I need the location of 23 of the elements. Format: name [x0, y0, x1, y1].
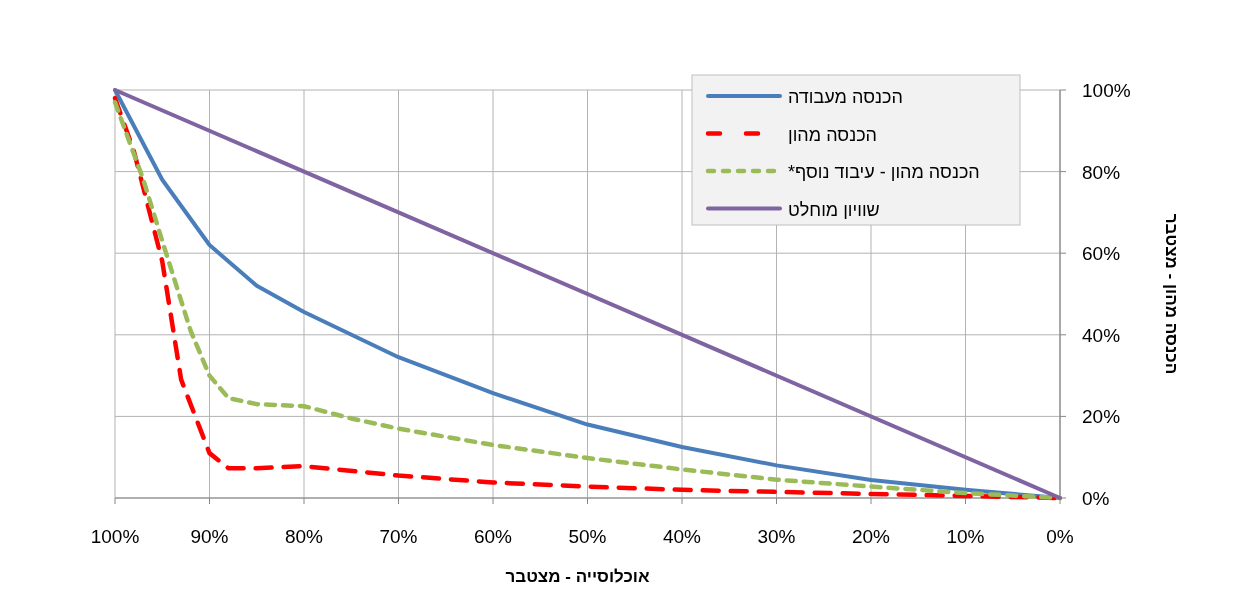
x-tick-label: 40%: [662, 526, 702, 547]
y-tick-label: 40%: [1082, 324, 1121, 346]
y-tick-label: 20%: [1082, 406, 1121, 428]
y-tick-label: 0%: [1082, 488, 1110, 509]
y-tick-label: 60%: [1082, 243, 1121, 265]
legend-label: הכנסה מהון - עיבוד נוסף*: [788, 162, 980, 182]
x-tick-label: 100%: [90, 526, 140, 547]
x-tick-label: 0%: [1046, 526, 1074, 547]
x-tick-label: 30%: [757, 526, 796, 547]
x-tick-label: 20%: [851, 526, 891, 547]
x-tick-label: 90%: [190, 526, 229, 547]
x-tick-label: 50%: [568, 526, 607, 547]
x-tick-label: 80%: [284, 526, 324, 547]
x-tick-label: 70%: [379, 526, 418, 547]
y-axis-title: הכנסה מהון - מצטבר: [1162, 213, 1181, 375]
x-tick-label: 60%: [473, 526, 513, 547]
y-tick-label: 100%: [1082, 80, 1131, 101]
x-tick-label: 10%: [946, 526, 985, 547]
legend-label: הכנסה מהון: [788, 124, 878, 145]
legend-label: שוויון מוחלט: [788, 199, 880, 220]
y-tick-label: 80%: [1082, 161, 1121, 183]
legend-label: הכנסה מעבודה: [788, 87, 903, 107]
x-axis-title: אוכלוסייה - מצטבר: [505, 567, 650, 586]
